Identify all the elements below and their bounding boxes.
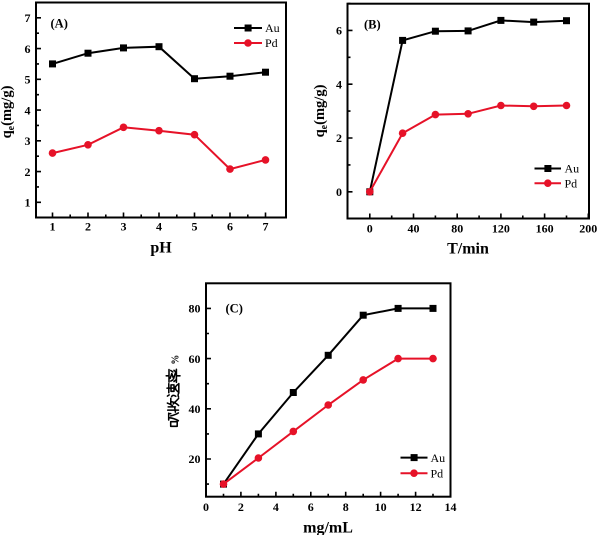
svg-text:(C): (C) (226, 302, 243, 316)
svg-text:Au: Au (265, 21, 280, 35)
svg-text:mg/mL: mg/mL (303, 520, 353, 536)
svg-text:pH: pH (150, 240, 172, 257)
svg-text:Pd: Pd (431, 466, 444, 480)
svg-text:4: 4 (336, 77, 342, 91)
svg-text:4: 4 (156, 220, 162, 234)
svg-text:6: 6 (227, 220, 233, 234)
svg-text:2: 2 (85, 220, 91, 234)
svg-text:2: 2 (238, 500, 244, 514)
svg-text:10: 10 (375, 500, 387, 514)
svg-text:7: 7 (25, 11, 31, 25)
svg-text:80: 80 (451, 222, 463, 236)
svg-text:T/min: T/min (447, 241, 489, 258)
svg-text:Au: Au (565, 162, 580, 176)
svg-text:3: 3 (25, 134, 31, 148)
svg-text:14: 14 (445, 500, 457, 514)
svg-text:20: 20 (189, 452, 201, 466)
svg-text:0: 0 (336, 185, 342, 199)
svg-text:8: 8 (343, 500, 349, 514)
svg-text:80: 80 (189, 302, 201, 316)
svg-text:%: % (170, 355, 181, 365)
svg-text:7: 7 (263, 220, 269, 234)
svg-text:4: 4 (273, 500, 279, 514)
svg-text:3: 3 (121, 220, 127, 234)
svg-text:(B): (B) (364, 18, 381, 32)
svg-text:2: 2 (336, 131, 342, 145)
svg-text:(A): (A) (51, 17, 68, 31)
svg-text:160: 160 (536, 222, 554, 236)
svg-text:6: 6 (308, 500, 314, 514)
svg-text:6: 6 (336, 24, 342, 38)
svg-text:5: 5 (25, 73, 31, 87)
svg-text:12: 12 (410, 500, 422, 514)
svg-text:200: 200 (579, 222, 597, 236)
svg-text:2: 2 (25, 165, 31, 179)
svg-text:0: 0 (203, 500, 209, 514)
svg-text:1: 1 (50, 220, 56, 234)
svg-text:0: 0 (367, 222, 373, 236)
svg-text:40: 40 (189, 402, 201, 416)
svg-text:Au: Au (431, 451, 446, 465)
svg-text:40: 40 (408, 222, 420, 236)
svg-text:Pd: Pd (265, 36, 278, 50)
svg-text:qe(mg/g): qe(mg/g) (0, 85, 17, 138)
svg-text:120: 120 (492, 222, 510, 236)
svg-text:1: 1 (25, 196, 31, 210)
svg-text:Pd: Pd (565, 176, 578, 190)
svg-text:5: 5 (192, 220, 198, 234)
svg-text:qe(mg/g): qe(mg/g) (312, 84, 330, 137)
svg-text:6: 6 (25, 42, 31, 56)
svg-text:60: 60 (189, 352, 201, 366)
svg-text:4: 4 (25, 103, 31, 117)
